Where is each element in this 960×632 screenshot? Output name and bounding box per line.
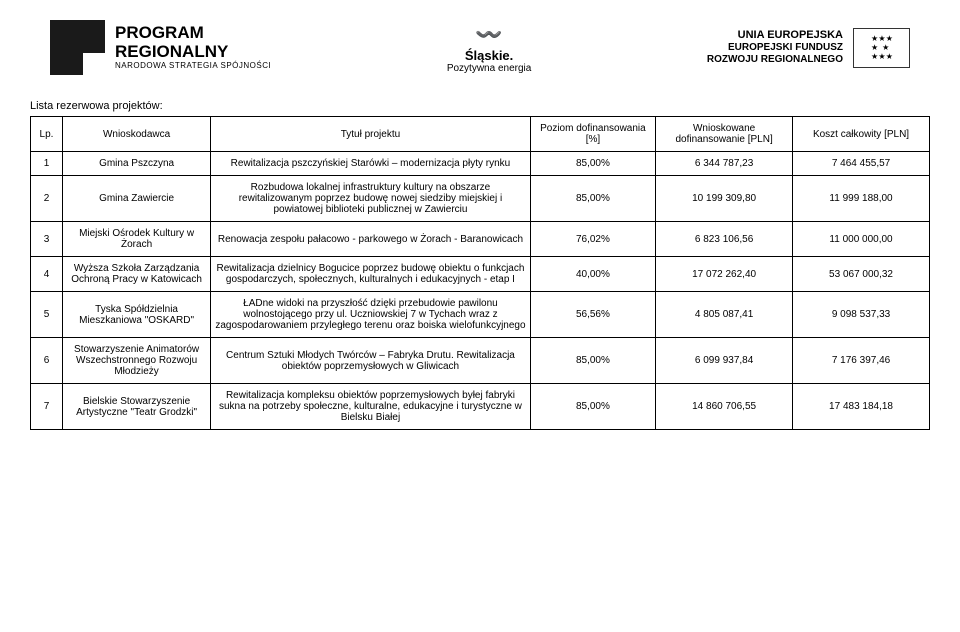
cell-pct: 85,00%	[530, 338, 655, 384]
cell-fin: 6 823 106,56	[656, 222, 793, 257]
cell-pct: 85,00%	[530, 152, 655, 176]
col-applicant: Wnioskodawca	[62, 117, 210, 152]
cell-title: Rozbudowa lokalnej infrastruktury kultur…	[211, 176, 530, 222]
cell-pct: 85,00%	[530, 176, 655, 222]
eu-logo-block: UNIA EUROPEJSKA EUROPEJSKI FUNDUSZ ROZWO…	[707, 28, 910, 68]
slaskie-title: Śląskie.	[447, 48, 532, 63]
list-title: Lista rezerwowa projektów:	[30, 100, 930, 112]
cell-title: Rewitalizacja dzielnicy Bogucice poprzez…	[211, 257, 530, 292]
table-row: 5Tyska Spółdzielnia Mieszkaniowa "OSKARD…	[31, 292, 930, 338]
cell-title: Renowacja zespołu pałacowo - parkowego w…	[211, 222, 530, 257]
cell-lp: 7	[31, 384, 63, 430]
cell-fin: 6 344 787,23	[656, 152, 793, 176]
col-pct: Poziom dofinansowania [%]	[530, 117, 655, 152]
cell-lp: 2	[31, 176, 63, 222]
cell-title: ŁADne widoki na przyszłość dzięki przebu…	[211, 292, 530, 338]
pr-title-2: REGIONALNY	[115, 43, 271, 62]
pr-title-1: PROGRAM	[115, 24, 271, 43]
table-row: 2Gmina ZawiercieRozbudowa lokalnej infra…	[31, 176, 930, 222]
cell-lp: 3	[31, 222, 63, 257]
document-header: PROGRAM REGIONALNY NARODOWA STRATEGIA SP…	[30, 20, 930, 75]
projects-table: Lp. Wnioskodawca Tytuł projektu Poziom d…	[30, 116, 930, 430]
table-row: 3Miejski Ośrodek Kultury w ŻorachRenowac…	[31, 222, 930, 257]
pr-logo-icon	[50, 20, 105, 75]
cell-fin: 4 805 087,41	[656, 292, 793, 338]
eu-sub1: EUROPEJSKI FUNDUSZ	[707, 42, 843, 54]
table-row: 1Gmina PszczynaRewitalizacja pszczyńskie…	[31, 152, 930, 176]
eu-sub2: ROZWOJU REGIONALNEGO	[707, 54, 843, 66]
col-cost: Koszt całkowity [PLN]	[793, 117, 930, 152]
cell-fin: 14 860 706,55	[656, 384, 793, 430]
cell-title: Rewitalizacja kompleksu obiektów poprzem…	[211, 384, 530, 430]
col-lp: Lp.	[31, 117, 63, 152]
cell-title: Centrum Sztuki Młodych Twórców – Fabryka…	[211, 338, 530, 384]
cell-applicant: Bielskie Stowarzyszenie Artystyczne "Tea…	[62, 384, 210, 430]
cell-lp: 5	[31, 292, 63, 338]
cell-cost: 11 000 000,00	[793, 222, 930, 257]
cell-fin: 6 099 937,84	[656, 338, 793, 384]
cell-fin: 10 199 309,80	[656, 176, 793, 222]
table-row: 6Stowarzyszenie Animatorów Wszechstronne…	[31, 338, 930, 384]
cell-pct: 40,00%	[530, 257, 655, 292]
cell-applicant: Tyska Spółdzielnia Mieszkaniowa "OSKARD"	[62, 292, 210, 338]
slaskie-logo: 〰️ Śląskie. Pozytywna energia	[447, 22, 532, 74]
cell-applicant: Gmina Zawiercie	[62, 176, 210, 222]
slaskie-sub: Pozytywna energia	[447, 63, 532, 74]
table-header-row: Lp. Wnioskodawca Tytuł projektu Poziom d…	[31, 117, 930, 152]
eu-flag-icon: ★ ★ ★★ ★★ ★ ★	[853, 28, 910, 68]
cell-lp: 6	[31, 338, 63, 384]
cell-applicant: Wyższa Szkoła Zarządzania Ochroną Pracy …	[62, 257, 210, 292]
cell-applicant: Miejski Ośrodek Kultury w Żorach	[62, 222, 210, 257]
cell-fin: 17 072 262,40	[656, 257, 793, 292]
slaskie-icon: 〰️	[447, 22, 532, 48]
cell-lp: 1	[31, 152, 63, 176]
program-regionalny-logo: PROGRAM REGIONALNY NARODOWA STRATEGIA SP…	[50, 20, 271, 75]
cell-cost: 17 483 184,18	[793, 384, 930, 430]
cell-pct: 76,02%	[530, 222, 655, 257]
col-title: Tytuł projektu	[211, 117, 530, 152]
cell-cost: 53 067 000,32	[793, 257, 930, 292]
cell-applicant: Stowarzyszenie Animatorów Wszechstronneg…	[62, 338, 210, 384]
cell-lp: 4	[31, 257, 63, 292]
col-fin: Wnioskowane dofinansowanie [PLN]	[656, 117, 793, 152]
cell-title: Rewitalizacja pszczyńskiej Starówki – mo…	[211, 152, 530, 176]
table-row: 7Bielskie Stowarzyszenie Artystyczne "Te…	[31, 384, 930, 430]
table-row: 4Wyższa Szkoła Zarządzania Ochroną Pracy…	[31, 257, 930, 292]
cell-cost: 7 176 397,46	[793, 338, 930, 384]
cell-cost: 7 464 455,57	[793, 152, 930, 176]
cell-pct: 85,00%	[530, 384, 655, 430]
cell-cost: 11 999 188,00	[793, 176, 930, 222]
cell-applicant: Gmina Pszczyna	[62, 152, 210, 176]
cell-cost: 9 098 537,33	[793, 292, 930, 338]
eu-title: UNIA EUROPEJSKA	[707, 29, 843, 42]
pr-sub: NARODOWA STRATEGIA SPÓJNOŚCI	[115, 62, 271, 71]
cell-pct: 56,56%	[530, 292, 655, 338]
